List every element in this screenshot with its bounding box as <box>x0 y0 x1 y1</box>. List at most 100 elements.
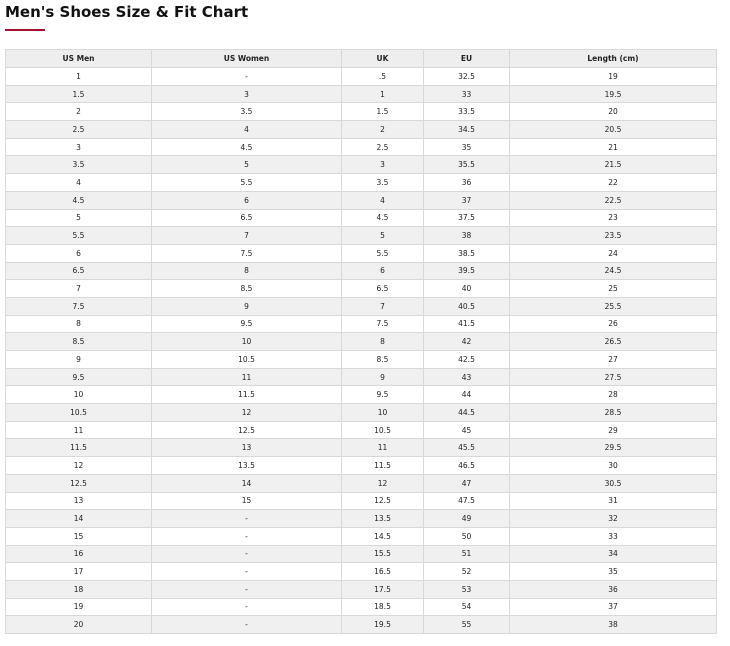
table-cell: 13.5 <box>151 456 342 475</box>
table-cell: 6.5 <box>5 261 152 281</box>
table-cell: 14 <box>5 509 152 528</box>
table-cell: 37 <box>509 597 717 617</box>
table-cell: - <box>151 579 342 599</box>
table-cell: 8.5 <box>151 279 342 298</box>
table-cell: 33 <box>509 526 717 546</box>
table-cell: 30 <box>509 456 717 475</box>
table-row: 8 9.5 7.5 41.5 26 <box>5 314 717 334</box>
table-cell: 24 <box>509 243 717 263</box>
table-row: 6.5 8 6 39.5 24.5 <box>5 261 717 281</box>
table-cell: 5.5 <box>341 243 424 263</box>
table-cell: 3.5 <box>341 173 424 192</box>
table-cell: 38 <box>423 226 510 245</box>
table-cell: 53 <box>423 579 510 599</box>
table-cell: - <box>151 597 342 617</box>
table-cell: 2 <box>5 102 152 122</box>
table-cell: - <box>151 509 342 528</box>
table-cell: 23 <box>509 208 717 228</box>
table-cell: 6 <box>5 243 152 263</box>
table-cell: 35.5 <box>423 155 510 175</box>
table-cell: - <box>151 526 342 546</box>
table-cell: 13 <box>151 438 342 458</box>
column-header: EU <box>423 49 510 68</box>
table-cell: 7.5 <box>5 296 152 316</box>
table-cell: 7 <box>151 226 342 245</box>
table-cell: 10.5 <box>5 403 152 422</box>
table-row: 11.5 13 11 45.5 29.5 <box>5 438 717 458</box>
table-row: 1- .5 32.5 19 <box>5 67 717 86</box>
table-cell: 13 <box>5 491 152 511</box>
table-row: 9 10.5 8.5 42.5 27 <box>5 350 717 369</box>
table-row: 2 3.5 1.5 33.5 20 <box>5 102 717 122</box>
table-row: 7.5 9 7 40.5 25.5 <box>5 296 717 316</box>
table-cell: 20 <box>5 615 152 634</box>
table-row: 4 5.5 3.5 36 22 <box>5 173 717 192</box>
table-cell: 7 <box>341 296 424 316</box>
table-row: 20-19.5 55 38 <box>5 615 717 634</box>
table-cell: 50 <box>423 526 510 546</box>
table-cell: 9 <box>151 296 342 316</box>
table-cell: 52 <box>423 562 510 581</box>
table-cell: 12 <box>151 403 342 422</box>
table-cell: 28 <box>509 385 717 405</box>
table-row: 7 8.5 6.5 40 25 <box>5 279 717 298</box>
table-cell: 36 <box>423 173 510 192</box>
table-cell: 9.5 <box>151 314 342 334</box>
table-row: 17-16.5 52 35 <box>5 562 717 581</box>
table-cell: 51 <box>423 544 510 564</box>
table-cell: 40.5 <box>423 296 510 316</box>
table-cell: 22.5 <box>509 190 717 210</box>
table-cell: 38 <box>509 615 717 634</box>
table-cell: 1.5 <box>341 102 424 122</box>
table-cell: 30.5 <box>509 473 717 493</box>
title-underline <box>5 29 45 31</box>
table-cell: 19 <box>509 67 717 86</box>
table-cell: - <box>151 544 342 564</box>
table-cell: 8 <box>341 332 424 351</box>
table-cell: 43 <box>423 367 510 387</box>
table-cell: 5.5 <box>151 173 342 192</box>
table-cell: 32.5 <box>423 67 510 86</box>
table-cell: 8.5 <box>5 332 152 351</box>
table-cell: 15 <box>5 526 152 546</box>
column-header: Length (cm) <box>509 49 717 68</box>
column-header: UK <box>341 49 424 68</box>
table-cell: 9.5 <box>341 385 424 405</box>
table-cell: 10 <box>151 332 342 351</box>
table-cell: 19.5 <box>341 615 424 634</box>
table-cell: .5 <box>341 67 424 86</box>
table-row: 10.5 12 10 44.5 28.5 <box>5 403 717 422</box>
table-cell: 4 <box>341 190 424 210</box>
table-cell: 11.5 <box>151 385 342 405</box>
size-table: US Men US Women UK EU Length (cm) 1- .5 32.5 19… <box>5 49 717 634</box>
table-cell: 2.5 <box>5 120 152 139</box>
table-cell: 40 <box>423 279 510 298</box>
table-cell: 3.5 <box>151 102 342 122</box>
table-cell: 12 <box>341 473 424 493</box>
table-cell: 18.5 <box>341 597 424 617</box>
table-cell: 9.5 <box>5 367 152 387</box>
table-row: 12 13.5 11.5 46.5 30 <box>5 456 717 475</box>
table-cell: 28.5 <box>509 403 717 422</box>
table-row: 3.5 5 3 35.5 21.5 <box>5 155 717 175</box>
table-cell: 25.5 <box>509 296 717 316</box>
table-body: 1- .5 32.5 19 1.5 3 1 33 19.5 2 3.5 1.5 33.5 20 2.5 4 2 3… <box>5 67 717 634</box>
table-cell: 39.5 <box>423 261 510 281</box>
table-cell: 17.5 <box>341 579 424 599</box>
table-cell: 47.5 <box>423 491 510 511</box>
table-cell: 8.5 <box>341 350 424 369</box>
table-cell: 1 <box>5 67 152 86</box>
table-row: 13 15 12.5 47.5 31 <box>5 491 717 511</box>
table-cell: 3 <box>341 155 424 175</box>
table-row: 15-14.5 50 33 <box>5 526 717 546</box>
table-cell: 24.5 <box>509 261 717 281</box>
table-cell: 10 <box>5 385 152 405</box>
table-cell: 1 <box>341 84 424 104</box>
table-cell: 49 <box>423 509 510 528</box>
table-cell: 10 <box>341 403 424 422</box>
table-cell: 44.5 <box>423 403 510 422</box>
table-cell: 22 <box>509 173 717 192</box>
table-cell: 15.5 <box>341 544 424 564</box>
table-cell: 6 <box>341 261 424 281</box>
table-cell: 11.5 <box>5 438 152 458</box>
